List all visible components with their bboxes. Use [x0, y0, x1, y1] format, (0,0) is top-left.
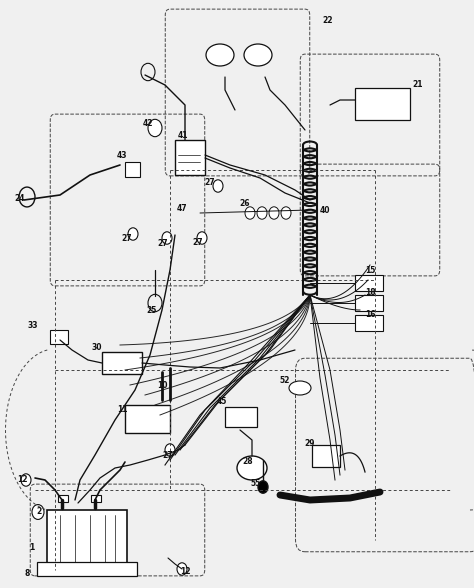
Text: 12: 12	[17, 476, 27, 485]
Bar	[355, 88, 410, 120]
Text: 11: 11	[117, 406, 127, 415]
Bar	[91, 495, 101, 502]
Circle shape	[177, 563, 187, 575]
Text: 2: 2	[36, 507, 42, 516]
Circle shape	[21, 474, 31, 486]
Circle shape	[197, 232, 207, 244]
Text: 52: 52	[280, 376, 290, 385]
Bar	[50, 330, 68, 344]
Bar	[47, 510, 127, 565]
Bar	[125, 162, 140, 177]
Text: 25: 25	[147, 306, 157, 315]
Circle shape	[245, 207, 255, 219]
Bar	[355, 295, 383, 311]
Circle shape	[165, 444, 175, 456]
Text: 27: 27	[158, 239, 168, 248]
Text: 26: 26	[240, 199, 250, 208]
Text: 8: 8	[24, 569, 30, 577]
Circle shape	[269, 207, 279, 219]
Text: 55: 55	[251, 479, 261, 487]
Text: 18: 18	[365, 288, 375, 296]
Text: 24: 24	[15, 193, 25, 202]
Bar	[58, 495, 68, 502]
Circle shape	[213, 180, 223, 192]
Text: 16: 16	[365, 309, 375, 319]
Bar	[125, 405, 170, 433]
Text: 27: 27	[193, 238, 203, 246]
Text: 27: 27	[163, 450, 173, 459]
Bar	[355, 275, 383, 291]
Circle shape	[162, 232, 172, 244]
Circle shape	[281, 207, 291, 219]
Text: 42: 42	[143, 119, 153, 128]
Text: 33: 33	[28, 320, 38, 329]
Bar	[102, 352, 142, 374]
Text: 41: 41	[178, 131, 188, 139]
Text: 29: 29	[305, 439, 315, 447]
Text: 22: 22	[323, 15, 333, 25]
Text: 12: 12	[180, 567, 190, 576]
Ellipse shape	[237, 456, 267, 480]
Text: 28: 28	[243, 457, 253, 466]
Text: 27: 27	[122, 233, 132, 242]
Text: 10: 10	[157, 380, 167, 389]
Circle shape	[257, 207, 267, 219]
Circle shape	[258, 481, 268, 493]
Circle shape	[128, 228, 138, 240]
Text: 1: 1	[29, 543, 35, 553]
Text: 40: 40	[320, 205, 330, 215]
Bar	[175, 140, 205, 175]
Bar	[37, 562, 137, 576]
Ellipse shape	[289, 381, 311, 395]
Bar	[225, 407, 257, 427]
Bar	[355, 315, 383, 331]
Bar	[312, 445, 340, 467]
Text: 21: 21	[413, 79, 423, 89]
Ellipse shape	[206, 44, 234, 66]
Circle shape	[32, 505, 44, 519]
Text: 45: 45	[217, 397, 227, 406]
Text: 27: 27	[205, 178, 215, 186]
Ellipse shape	[244, 44, 272, 66]
Text: 43: 43	[117, 151, 127, 159]
Text: 15: 15	[365, 266, 375, 275]
Text: 30: 30	[92, 343, 102, 352]
Circle shape	[148, 119, 162, 136]
Text: 47: 47	[177, 203, 187, 212]
